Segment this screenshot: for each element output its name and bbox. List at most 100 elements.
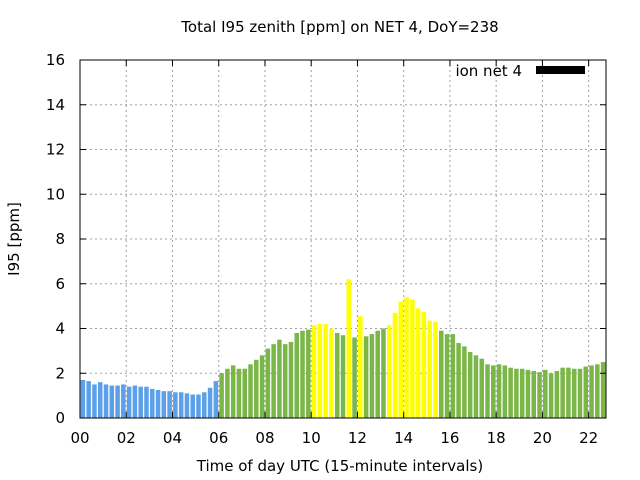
bar: [184, 393, 190, 418]
bar: [444, 334, 450, 418]
bar: [219, 373, 224, 418]
bar: [150, 388, 155, 418]
bar: [190, 394, 195, 418]
bar: [271, 344, 276, 418]
x-tick-labels: 00 02 04 06 08 10 12 14 16 18 20 22: [70, 429, 598, 447]
bar: [462, 346, 467, 418]
bar: [600, 362, 606, 418]
bar: [508, 367, 513, 418]
bar: [537, 372, 542, 418]
y-tick-label: 10: [46, 185, 65, 203]
bar: [427, 320, 432, 418]
bar: [485, 364, 490, 418]
bar: [277, 339, 282, 418]
bar: [595, 364, 600, 418]
bar: [548, 373, 554, 418]
bar: [288, 341, 294, 418]
bar: [306, 329, 311, 418]
bar: [196, 394, 201, 418]
y-tick-label: 4: [55, 320, 65, 338]
bar: [259, 355, 265, 418]
bar: [421, 311, 427, 418]
y-tick-labels: 0 2 4 6 8 10 12 14 16: [46, 51, 65, 427]
bar: [479, 358, 484, 418]
x-tick-label: 16: [440, 429, 459, 447]
x-tick-label: 00: [70, 429, 89, 447]
bar: [392, 312, 398, 418]
bar: [502, 365, 508, 418]
bar: [386, 325, 392, 418]
y-axis-title: I95 [ppm]: [5, 202, 23, 276]
y-tick-label: 14: [46, 96, 65, 114]
bar: [132, 385, 138, 418]
bar: [577, 368, 583, 418]
x-tick-label: 20: [533, 429, 552, 447]
bar: [230, 365, 236, 418]
bar: [254, 359, 259, 418]
bar: [202, 392, 207, 418]
bar: [340, 335, 346, 418]
bar: [519, 368, 525, 418]
ticks: [79, 59, 606, 419]
bar: [248, 364, 253, 418]
x-tick-label: 10: [302, 429, 321, 447]
bar: [543, 369, 548, 418]
x-tick-label: 12: [348, 429, 367, 447]
bar: [80, 379, 86, 418]
bar: [571, 368, 577, 418]
bar: [121, 384, 126, 418]
bar: [173, 392, 178, 418]
bar: [363, 336, 369, 418]
bar: [467, 351, 473, 418]
bar: [404, 297, 409, 418]
bar: [300, 330, 305, 418]
bar: [491, 365, 496, 418]
bar: [398, 301, 404, 418]
bar: [525, 369, 531, 418]
bar: [329, 328, 334, 418]
bar: [554, 371, 560, 418]
bar: [178, 392, 184, 418]
bar: [531, 371, 536, 418]
bar: [496, 364, 502, 418]
bar: [155, 390, 161, 418]
bar: [583, 366, 589, 418]
bar: [207, 387, 213, 418]
bar: [236, 368, 242, 418]
legend-label: ion net 4: [455, 62, 522, 80]
y-tick-label: 0: [55, 409, 65, 427]
bar: [97, 382, 103, 418]
y-tick-label: 2: [55, 364, 65, 382]
bar: [346, 279, 352, 418]
bar: [161, 391, 167, 418]
chart-title: Total I95 zenith [ppm] on NET 4, DoY=238: [180, 18, 498, 36]
bar: [514, 368, 519, 418]
bar: [433, 321, 438, 418]
bar: [415, 308, 421, 418]
y-tick-label: 12: [46, 141, 65, 159]
x-tick-label: 02: [117, 429, 136, 447]
x-tick-label: 18: [487, 429, 506, 447]
bar: [138, 386, 143, 418]
x-tick-label: 08: [255, 429, 274, 447]
bar: [265, 348, 271, 418]
bar: [213, 381, 219, 418]
bar: [103, 384, 109, 418]
bar: [167, 391, 172, 418]
bar: [369, 334, 375, 418]
bar: [311, 325, 317, 418]
bar: [456, 343, 461, 418]
x-axis-title: Time of day UTC (15-minute intervals): [196, 457, 483, 475]
legend-swatch: [536, 66, 585, 74]
bar: [92, 384, 97, 418]
bar: [358, 316, 363, 418]
legend: ion net 4: [455, 62, 585, 80]
bar: [115, 385, 120, 418]
bar: [323, 324, 328, 418]
x-tick-label: 14: [394, 429, 413, 447]
bar: [225, 368, 230, 418]
bar: [589, 365, 594, 418]
bar: [560, 367, 565, 418]
bar: [86, 381, 91, 418]
y-tick-label: 6: [55, 275, 65, 293]
